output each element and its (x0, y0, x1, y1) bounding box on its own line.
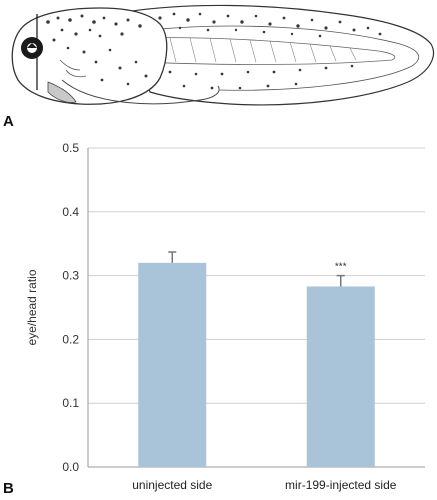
y-tick-label: 0.1 (62, 396, 79, 410)
y-tick-label: 0.3 (62, 269, 79, 283)
tadpole-notochord (99, 37, 396, 65)
panel-b-label: B (3, 480, 14, 497)
y-tick-label: 0.0 (62, 460, 79, 474)
tadpole-gill (59, 59, 87, 78)
y-tick-label: 0.2 (62, 332, 79, 346)
x-category-label: mir-199-injected side (285, 478, 397, 492)
panel-a-label: A (3, 113, 14, 130)
bar (138, 262, 207, 467)
tadpole-body (11, 7, 168, 105)
tadpole-pigment-spots (46, 12, 382, 90)
tadpole-illustration (11, 4, 435, 106)
tadpole-tail-fin (124, 4, 435, 106)
y-tick-label: 0.4 (62, 205, 79, 219)
y-tick-label: 0.5 (62, 141, 79, 155)
tadpole-eye (21, 37, 43, 59)
x-category-label: uninjected side (132, 478, 212, 492)
tadpole-cement-gland (47, 81, 77, 103)
tadpole-tail-inner-line (149, 25, 420, 91)
y-axis-label: eye/head ratio (25, 269, 39, 345)
bar-chart: 0.0 0.1 0.2 0.3 0.4 0.5 eye/head ratio uninject… (25, 141, 425, 492)
tadpole-belly (61, 79, 220, 105)
bar (306, 286, 375, 467)
significance-label: *** (335, 262, 347, 273)
